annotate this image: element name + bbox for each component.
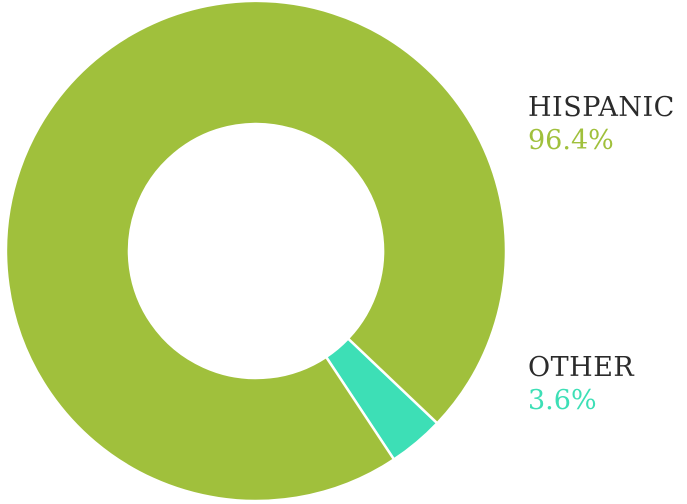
legend-entry-other: OTHER 3.6%	[528, 354, 634, 414]
legend-value-hispanic: 96.4%	[528, 125, 614, 156]
legend-label-hispanic: HISPANIC	[528, 92, 675, 123]
legend-value-other: 3.6%	[528, 385, 597, 416]
legend-label-other: OTHER	[528, 352, 635, 383]
legend-entry-hispanic: HISPANIC 96.4%	[528, 94, 675, 154]
donut-slice-hispanic	[4, 0, 508, 503]
